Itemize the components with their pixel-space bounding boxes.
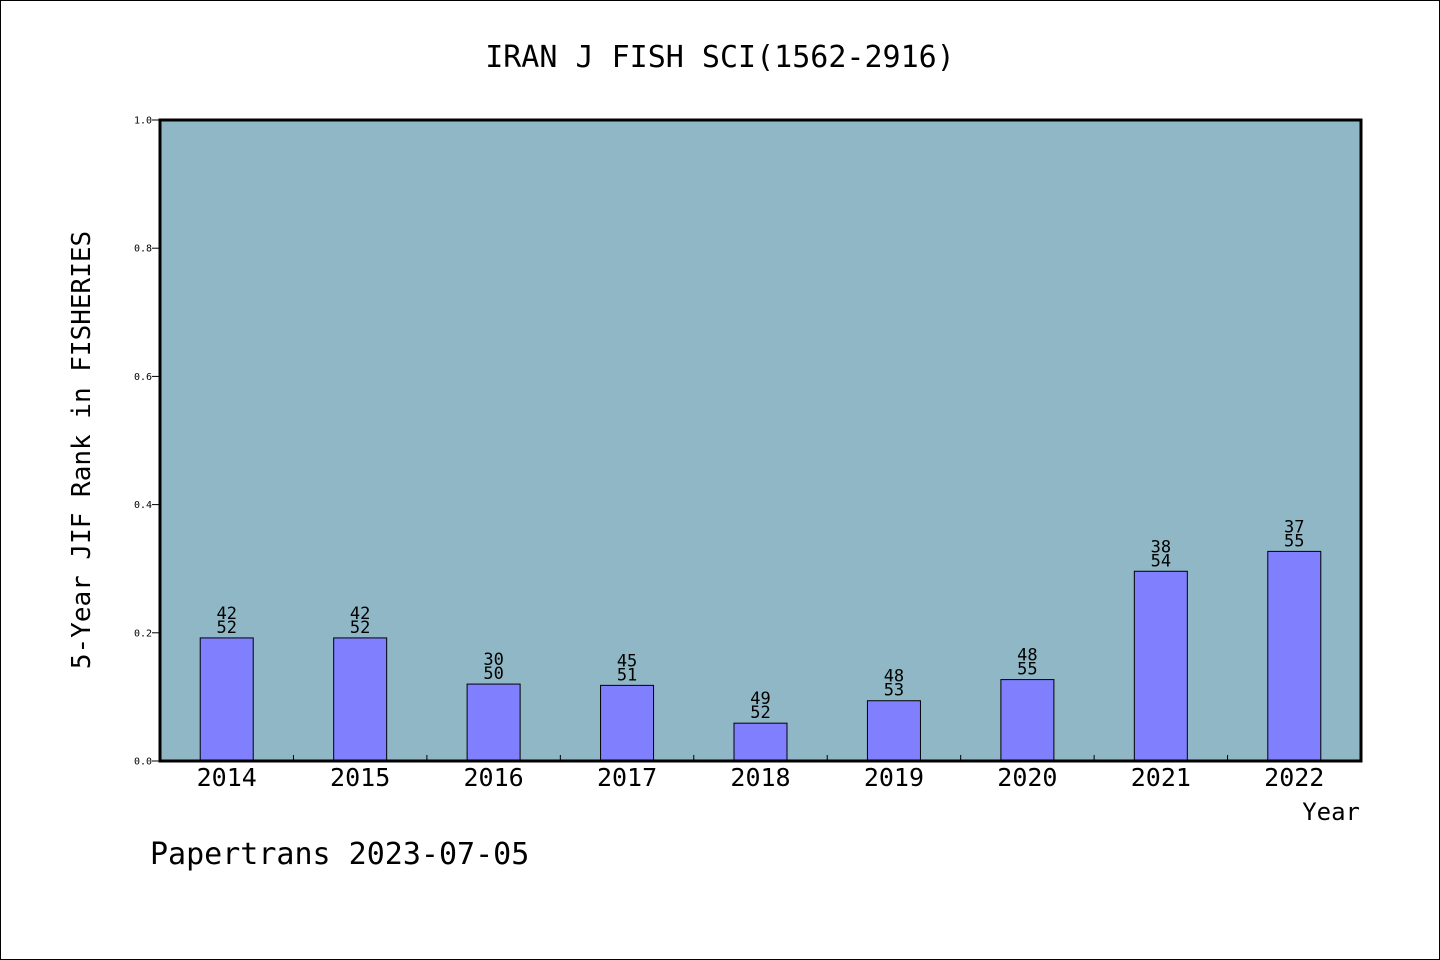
y-tick-label: 1.0	[134, 116, 152, 127]
x-tick-label: 2014	[197, 763, 257, 792]
bar-label-bottom: 55	[1284, 531, 1304, 551]
y-axis: 0.0 0.2 0.4 0.6 0.8 1.0	[134, 116, 160, 768]
plot-border	[158, 118, 1363, 763]
bar-label-top: 37	[1284, 517, 1304, 537]
bar-label-bottom: 50	[483, 664, 503, 684]
bar-label-top: 38	[1151, 537, 1171, 557]
bar-label-top: 45	[617, 651, 637, 671]
bar-2020	[1000, 679, 1055, 762]
bar-label-bottom: 52	[750, 703, 770, 723]
bar-2017	[600, 684, 655, 762]
bar-2018	[733, 722, 788, 762]
bar-2021	[1133, 570, 1188, 762]
bar-label-bottom: 51	[617, 665, 637, 685]
x-tick-label: 2020	[997, 763, 1057, 792]
bar-label-bottom: 52	[350, 618, 370, 638]
bar-label-top: 48	[884, 667, 904, 687]
bar-label-top: 48	[1017, 646, 1037, 666]
y-tick-label: 0.2	[134, 628, 152, 639]
bar-label-top: 42	[216, 604, 236, 624]
bar-label-top: 42	[350, 604, 370, 624]
x-axis: 2014 2015 2016 2017 2018 2019 2020 2021 2022	[197, 755, 1324, 792]
chart-title: IRAN J FISH SCI(1562-2916)	[485, 40, 955, 75]
y-tick-label: 0.4	[134, 500, 152, 511]
bar-label-bottom: 52	[216, 618, 236, 638]
bar-2016	[466, 683, 521, 762]
bars-group	[199, 550, 1322, 762]
x-tick-label: 2017	[597, 763, 657, 792]
bar-label-top: 30	[483, 650, 503, 670]
y-tick-label: 0.6	[134, 372, 152, 383]
y-axis-label: 5-Year JIF Rank in FISHERIES	[67, 231, 97, 669]
bar-2022	[1267, 550, 1322, 762]
x-tick-label: 2018	[730, 763, 790, 792]
footer-text: Papertrans 2023-07-05	[150, 837, 529, 872]
x-tick-label: 2021	[1131, 763, 1191, 792]
x-tick-label: 2016	[464, 763, 524, 792]
bar-2014	[199, 637, 254, 762]
bar-label-bottom: 55	[1017, 660, 1037, 680]
bar-2015	[333, 637, 388, 762]
y-tick-label: 0.0	[134, 757, 152, 768]
x-tick-label: 2019	[864, 763, 924, 792]
bar-label-top: 49	[750, 689, 770, 709]
bar-label-bottom: 53	[884, 681, 904, 701]
bar-2019	[866, 700, 921, 762]
bar-label-bottom: 54	[1151, 551, 1171, 571]
x-tick-label: 2015	[330, 763, 390, 792]
x-tick-label: 2022	[1264, 763, 1324, 792]
x-axis-label: Year	[1302, 798, 1360, 826]
y-tick-label: 0.8	[134, 244, 152, 255]
